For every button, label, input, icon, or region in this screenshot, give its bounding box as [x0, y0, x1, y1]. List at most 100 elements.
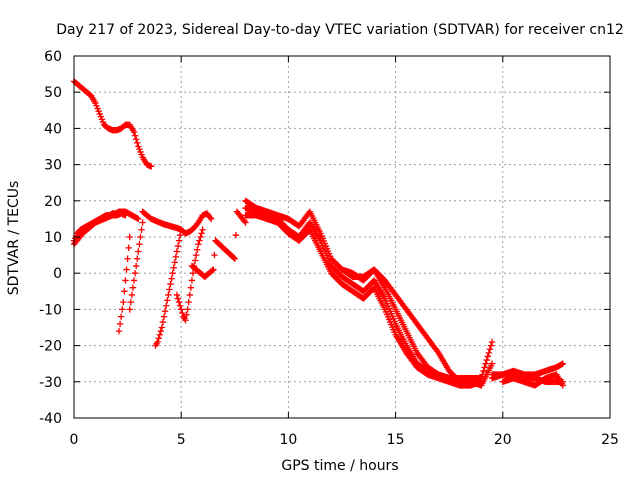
data-point [168, 275, 175, 282]
data-point [123, 266, 130, 273]
y-tick-label: -10 [39, 302, 62, 318]
y-tick-label: -40 [39, 411, 62, 427]
data-point [130, 277, 138, 284]
data-point [116, 320, 124, 328]
data-point [197, 233, 204, 241]
data-point [120, 298, 127, 306]
data-point [188, 277, 196, 284]
data-point [191, 257, 199, 264]
data-point [186, 291, 193, 299]
data-point [187, 284, 195, 291]
data-point [154, 338, 161, 346]
data-point [135, 248, 142, 255]
data-point [189, 270, 197, 277]
y-tick-label: 0 [53, 266, 62, 282]
data-point [122, 277, 129, 284]
data-point [169, 270, 176, 277]
data-point [174, 295, 182, 302]
x-tick-label: 15 [387, 432, 405, 448]
data-point [242, 219, 249, 226]
data-point [124, 255, 131, 262]
series-tail-3 [499, 371, 567, 389]
data-point [208, 215, 215, 223]
data-point [488, 338, 496, 346]
data-point [165, 291, 172, 299]
data-point [455, 377, 463, 384]
data-point [179, 309, 186, 317]
data-point [164, 297, 171, 304]
data-point [194, 246, 201, 253]
data-point [559, 382, 567, 389]
data-point [139, 219, 146, 226]
data-point [170, 264, 177, 271]
data-point [480, 367, 487, 375]
data-point [157, 327, 165, 335]
series-dense-4 [338, 266, 464, 385]
data-point [115, 327, 123, 335]
y-tick-label: 30 [44, 158, 62, 174]
data-point [166, 286, 173, 293]
data-point [434, 348, 441, 355]
axis-ticks: 0 5 10 15 20 25 -40 -30 -20 -10 0 10 20 30 40 50 60 [39, 49, 619, 448]
data-point [167, 280, 174, 288]
data-point [127, 298, 135, 306]
data-point [156, 331, 163, 338]
data-point [132, 262, 140, 270]
data-point [488, 360, 496, 367]
y-tick-label: 10 [44, 230, 62, 246]
data-point [160, 313, 168, 320]
data-point [241, 217, 248, 225]
chart-title: Day 217 of 2023, Sidereal Day-to-day VTE… [56, 22, 624, 38]
data-point [481, 364, 488, 371]
data-point [456, 378, 464, 385]
x-tick-label: 20 [494, 432, 512, 448]
data-point [159, 318, 167, 326]
data-point [559, 360, 567, 367]
y-axis-label: SDTVAR / TECUs [6, 181, 22, 296]
data-point [482, 360, 489, 367]
data-point [126, 306, 133, 313]
y-tick-label: -20 [39, 339, 62, 355]
data-point [138, 226, 145, 233]
data-point [178, 306, 185, 313]
data-point [173, 291, 181, 299]
data-point [478, 378, 485, 385]
data-point [178, 226, 185, 233]
data-point [182, 317, 189, 324]
data-point [479, 371, 486, 378]
data-point [162, 302, 170, 309]
data-point [132, 136, 140, 143]
data-point [136, 241, 143, 248]
data-point [184, 306, 191, 313]
series-dense-3 [242, 212, 485, 389]
data-point [119, 306, 126, 313]
y-tick-label: 20 [44, 194, 62, 210]
data-point [176, 302, 184, 309]
data-point [122, 212, 129, 219]
y-tick-label: 60 [44, 49, 62, 65]
y-tick-label: -30 [39, 375, 62, 391]
series-scatter-late [188, 208, 249, 281]
x-tick-label: 10 [279, 432, 297, 448]
data-point [171, 259, 178, 266]
data-point [199, 226, 206, 233]
x-tick-label: 0 [70, 432, 79, 448]
data-point [232, 231, 240, 239]
data-point [483, 356, 490, 364]
data-point [185, 298, 192, 306]
data-point [129, 284, 137, 291]
data-point [176, 231, 184, 239]
data-point [211, 251, 218, 259]
data-point [128, 291, 136, 299]
data-point [198, 230, 205, 237]
series-drop-a [115, 233, 133, 335]
data-point [206, 214, 214, 221]
data-point [195, 241, 202, 248]
x-axis-label: GPS time / hours [281, 458, 398, 474]
x-tick-label: 5 [177, 432, 186, 448]
data-point [125, 244, 132, 252]
data-point [183, 311, 190, 319]
y-tick-label: 50 [44, 85, 62, 101]
data-point [131, 270, 139, 277]
data-point [158, 324, 166, 331]
